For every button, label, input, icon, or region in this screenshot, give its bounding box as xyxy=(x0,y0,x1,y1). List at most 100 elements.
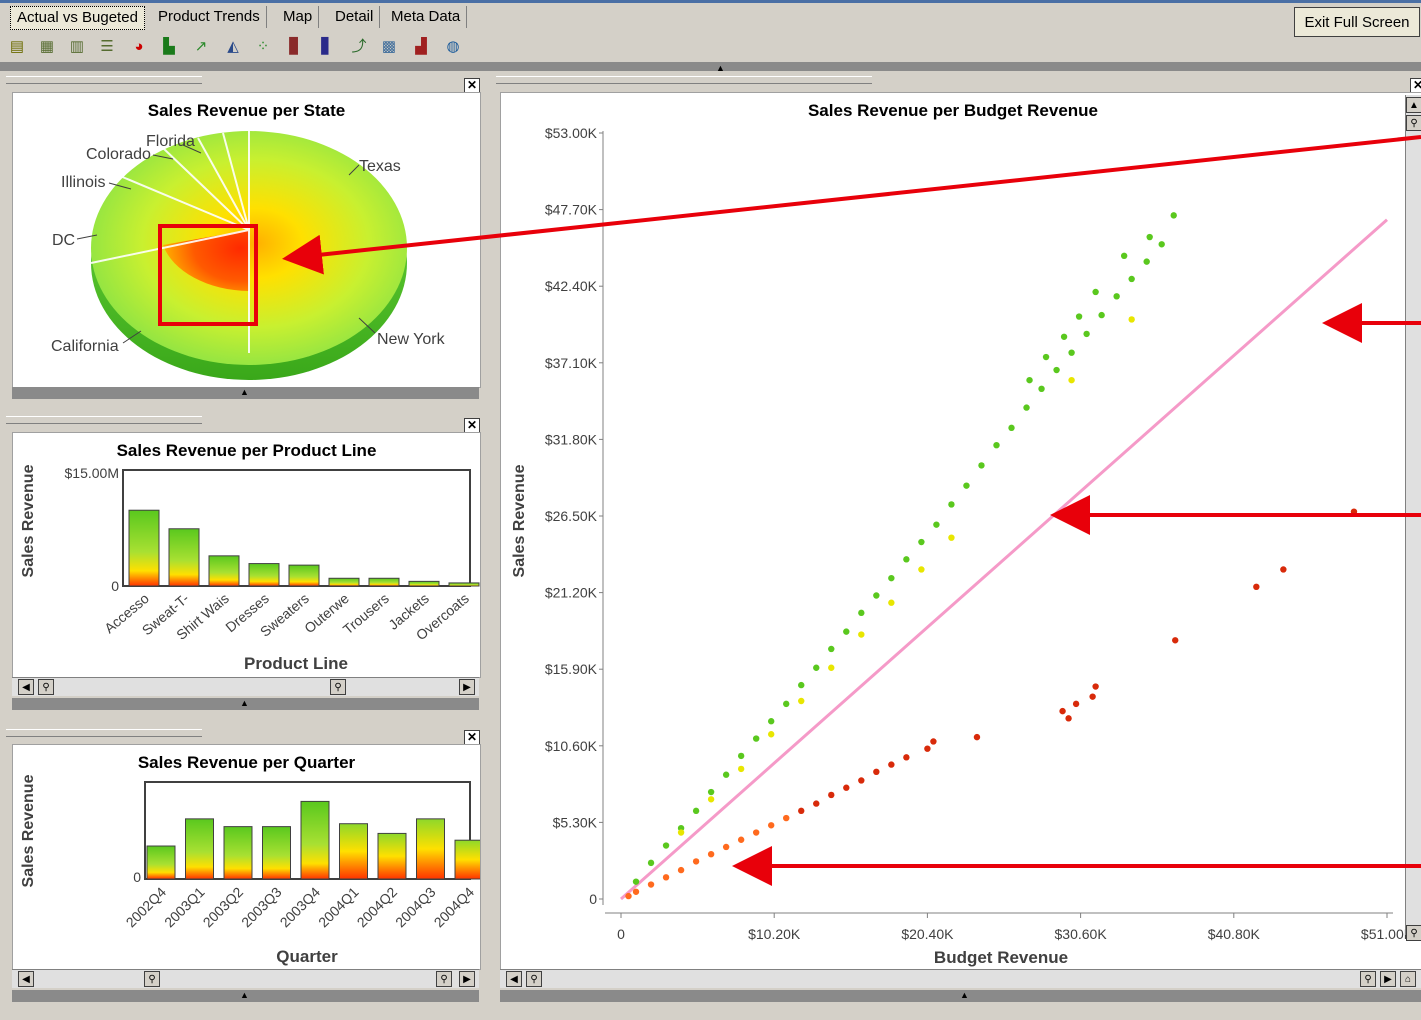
panel-grip[interactable] xyxy=(6,729,202,737)
panel-collapse-bar[interactable]: ▲ xyxy=(12,387,479,399)
horizontal-scrollbar[interactable]: ◀ ⚲ ⚲ ▶ xyxy=(12,677,479,696)
collapse-arrow-icon[interactable]: ▲ xyxy=(716,63,725,73)
top-splitter[interactable]: ▲ xyxy=(0,62,1421,73)
bar-2[interactable] xyxy=(223,826,253,880)
bar-7[interactable] xyxy=(408,580,440,587)
scroll-right-icon[interactable]: ▶ xyxy=(459,679,475,695)
scatter-point[interactable] xyxy=(888,761,895,768)
scatter-point[interactable] xyxy=(783,700,790,708)
scatter-point[interactable] xyxy=(647,859,655,867)
bar-1[interactable] xyxy=(185,818,214,880)
scatter-point[interactable] xyxy=(918,538,925,546)
scatter-point[interactable] xyxy=(1128,275,1135,283)
bar-3[interactable] xyxy=(248,563,280,587)
line-icon[interactable]: ↗ xyxy=(194,38,208,55)
scatter-point[interactable] xyxy=(707,796,715,803)
scatter-point[interactable] xyxy=(1042,353,1050,361)
xy-icon[interactable]: ⤴ xyxy=(351,38,367,55)
area-icon[interactable]: ◭ xyxy=(227,38,239,55)
scatter-point[interactable] xyxy=(798,681,805,689)
horizontal-scrollbar[interactable]: ◀ ⚲ ⚲ ▶ ⌂ xyxy=(500,969,1421,988)
scatter-point[interactable] xyxy=(1253,583,1260,591)
tab-detail[interactable]: Detail xyxy=(329,6,381,28)
zoom-icon[interactable]: ⚲ xyxy=(1360,971,1376,987)
collapse-arrow-icon[interactable]: ▲ xyxy=(240,990,249,1000)
bar-8[interactable] xyxy=(448,582,480,587)
scatter-point[interactable] xyxy=(1068,349,1075,356)
bar-icon[interactable]: ▙ xyxy=(163,38,175,55)
tab-map[interactable]: Map xyxy=(277,6,320,28)
scatter-point[interactable] xyxy=(888,599,895,606)
scatter-point[interactable] xyxy=(662,842,670,849)
scatter-point[interactable] xyxy=(873,592,880,599)
scatter-point[interactable] xyxy=(662,874,670,881)
scatter-point[interactable] xyxy=(813,800,820,807)
scatter-point[interactable] xyxy=(1098,311,1105,319)
stacked-bar-icon[interactable]: ▊ xyxy=(289,38,301,55)
scatter-point[interactable] xyxy=(767,731,775,738)
scatter-point[interactable] xyxy=(1120,252,1128,260)
bar-5[interactable] xyxy=(328,577,360,587)
scatter-point[interactable] xyxy=(1170,212,1177,219)
scatter-point[interactable] xyxy=(677,829,685,836)
scatter-icon[interactable]: ⁘ xyxy=(256,38,270,55)
pie-slice-highlight[interactable] xyxy=(163,230,249,291)
tab-product-trends[interactable]: Product Trends xyxy=(152,6,267,28)
panel-collapse-bar[interactable]: ▲ xyxy=(12,698,479,710)
scatter-point[interactable] xyxy=(924,745,931,752)
collapse-arrow-icon[interactable]: ▲ xyxy=(960,990,969,1000)
scatter-point[interactable] xyxy=(722,843,730,851)
scroll-left-icon[interactable]: ◀ xyxy=(506,971,522,987)
scatter-point[interactable] xyxy=(1068,376,1075,384)
scatter-point[interactable] xyxy=(828,645,835,653)
scatter-point[interactable] xyxy=(858,631,865,638)
scatter-point[interactable] xyxy=(1172,637,1179,644)
scatter-point[interactable] xyxy=(1280,566,1287,573)
bar-6[interactable] xyxy=(368,577,400,587)
scatter-point[interactable] xyxy=(752,829,760,836)
scatter-point[interactable] xyxy=(828,664,835,671)
scatter-point[interactable] xyxy=(1092,288,1099,296)
scatter-point[interactable] xyxy=(948,501,955,508)
horizontal-scrollbar[interactable]: ◀ ⚲ ⚲ ▶ xyxy=(12,969,479,988)
table-icon[interactable]: ▦ xyxy=(39,38,55,55)
scatter-point[interactable] xyxy=(993,441,1000,449)
tab-meta-data[interactable]: Meta Data xyxy=(385,6,468,28)
scroll-left-icon[interactable]: ◀ xyxy=(18,971,34,987)
zoom-icon[interactable]: ⚲ xyxy=(144,971,160,987)
scatter-point[interactable] xyxy=(873,768,880,776)
scatter-point[interactable] xyxy=(632,888,640,895)
bar-4[interactable] xyxy=(288,564,320,587)
bar-3[interactable] xyxy=(262,826,291,880)
scatter-point[interactable] xyxy=(888,574,895,582)
bar-2[interactable] xyxy=(208,555,240,587)
scatter-point[interactable] xyxy=(692,807,700,815)
scatter-point[interactable] xyxy=(647,881,655,888)
scatter-point[interactable] xyxy=(1143,258,1150,265)
crosstab-icon[interactable]: ▥ xyxy=(69,38,85,55)
scatter-point[interactable] xyxy=(828,791,835,799)
bar-8[interactable] xyxy=(454,839,480,880)
scatter-point[interactable] xyxy=(948,534,955,541)
bar-7[interactable] xyxy=(416,818,445,880)
scatter-point[interactable] xyxy=(1065,715,1072,722)
scatter-point[interactable] xyxy=(903,754,910,761)
combo-icon[interactable]: ▟ xyxy=(415,38,427,55)
scatter-point[interactable] xyxy=(692,858,700,865)
bar-1[interactable] xyxy=(168,528,200,587)
scatter-point[interactable] xyxy=(1038,385,1045,393)
scatter-point[interactable] xyxy=(1072,700,1080,708)
scroll-right-icon[interactable]: ▶ xyxy=(459,971,475,987)
panel-grip[interactable] xyxy=(496,76,872,84)
scatter-point[interactable] xyxy=(1089,693,1096,700)
scatter-point[interactable] xyxy=(707,788,715,796)
scatter-point[interactable] xyxy=(1075,313,1083,320)
scatter-point[interactable] xyxy=(858,609,865,617)
panel-collapse-bar[interactable]: ▲ xyxy=(500,990,1421,1002)
scatter-point[interactable] xyxy=(1008,424,1015,432)
scatter-point[interactable] xyxy=(1128,316,1135,323)
scatter-point[interactable] xyxy=(767,718,775,725)
scatter-point[interactable] xyxy=(752,735,760,742)
bar-6[interactable] xyxy=(377,832,407,880)
vertical-scrollbar[interactable]: ▲ ⚲ ⚲ xyxy=(1405,95,1421,941)
